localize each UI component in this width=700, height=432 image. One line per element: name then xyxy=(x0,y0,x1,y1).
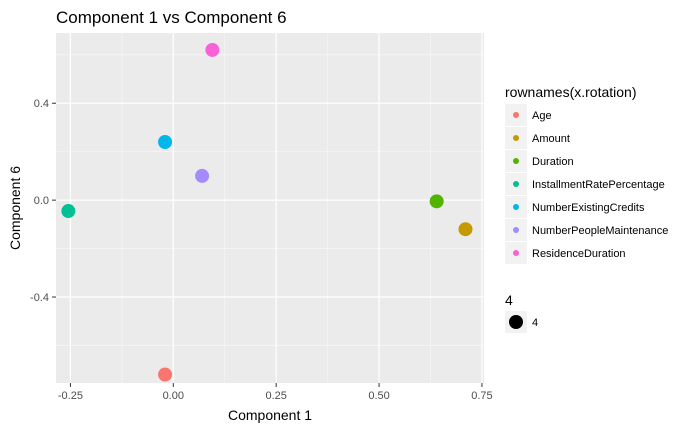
y-tick-label: 0.0 xyxy=(34,195,49,207)
legend-label-ResidenceDuration: ResidenceDuration xyxy=(532,248,626,260)
point-Amount xyxy=(458,222,473,237)
size-legend-label: 4 xyxy=(532,317,538,329)
point-NumberExistingCredits xyxy=(158,134,173,149)
data-points xyxy=(61,42,473,382)
plot-panel xyxy=(56,33,484,383)
point-Duration xyxy=(429,194,444,209)
point-Age xyxy=(158,367,173,382)
legend-swatch-Age xyxy=(513,112,519,118)
y-axis-title: Component 6 xyxy=(7,166,23,250)
legend-label-NumberPeopleMaintenance: NumberPeopleMaintenance xyxy=(532,225,668,237)
size-legend-title: 4 xyxy=(505,292,513,308)
x-axis-title: Component 1 xyxy=(228,407,312,423)
legend-swatch-ResidenceDuration xyxy=(513,250,519,256)
legend-swatch-InstallmentRatePercentage xyxy=(513,181,519,187)
legend-swatch-Duration xyxy=(513,158,519,164)
x-tick-label: 0.25 xyxy=(265,390,286,402)
color-legend-items: Age Amount Duration InstallmentRatePercenta… xyxy=(505,104,668,264)
legend-swatch-NumberExistingCredits xyxy=(513,204,519,210)
color-legend: rownames(x.rotation) Age Amount Duration In… xyxy=(505,84,668,264)
legend-swatch-NumberPeopleMaintenance xyxy=(513,227,519,233)
y-tick-label: -0.4 xyxy=(30,292,49,304)
chart-title: Component 1 vs Component 6 xyxy=(56,8,287,27)
y-axis: -0.4 0.0 0.4 xyxy=(30,98,56,304)
legend-label-NumberExistingCredits: NumberExistingCredits xyxy=(532,202,645,214)
legend-label-Age: Age xyxy=(532,110,552,122)
y-tick-label: 0.4 xyxy=(34,98,49,110)
legend-label-InstallmentRatePercentage: InstallmentRatePercentage xyxy=(532,179,665,191)
legend-label-Duration: Duration xyxy=(532,156,574,168)
point-NumberPeopleMaintenance xyxy=(195,168,210,183)
x-axis: -0.25 0.00 0.25 0.50 0.75 xyxy=(58,383,493,402)
legend-label-Amount: Amount xyxy=(532,133,570,145)
x-tick-label: -0.25 xyxy=(58,390,83,402)
size-legend: 4 4 xyxy=(505,292,538,333)
x-tick-label: 0.75 xyxy=(471,390,492,402)
point-InstallmentRatePercentage xyxy=(61,204,76,219)
x-tick-label: 0.00 xyxy=(163,390,184,402)
minor-grid xyxy=(56,33,484,383)
legend-swatch-Amount xyxy=(513,135,519,141)
x-tick-label: 0.50 xyxy=(368,390,389,402)
major-grid xyxy=(56,33,484,383)
color-legend-title: rownames(x.rotation) xyxy=(505,84,637,100)
size-legend-symbol xyxy=(509,315,523,329)
point-ResidenceDuration xyxy=(205,42,220,57)
